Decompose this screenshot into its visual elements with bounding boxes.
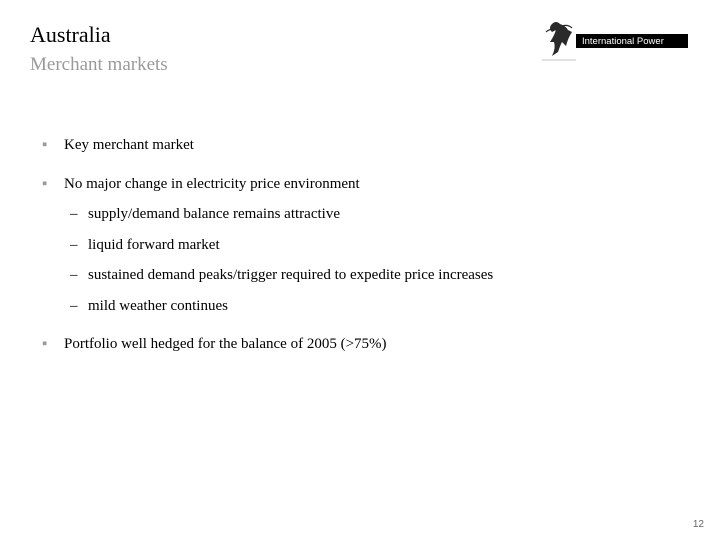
bullet-text: Portfolio well hedged for the balance of… bbox=[64, 336, 387, 352]
sub-bullet-item: supply/demand balance remains attractive bbox=[64, 203, 690, 226]
sub-bullet-text: sustained demand peaks/trigger required … bbox=[88, 267, 493, 283]
sub-bullet-item: mild weather continues bbox=[64, 295, 690, 318]
bullet-text: Key merchant market bbox=[64, 137, 194, 153]
slide: International Power Australia Merchant m… bbox=[0, 0, 720, 540]
logo-text: International Power bbox=[582, 36, 664, 47]
bullet-item: Key merchant market bbox=[42, 134, 690, 157]
bullet-text: No major change in electricity price env… bbox=[64, 176, 360, 192]
bullet-item: Portfolio well hedged for the balance of… bbox=[42, 333, 690, 356]
sub-bullet-item: liquid forward market bbox=[64, 234, 690, 257]
sub-bullet-list: supply/demand balance remains attractive… bbox=[64, 203, 690, 317]
sub-bullet-text: liquid forward market bbox=[88, 237, 220, 253]
bullet-list: Key merchant market No major change in e… bbox=[42, 134, 690, 356]
company-logo: International Power bbox=[542, 18, 692, 66]
sub-bullet-text: supply/demand balance remains attractive bbox=[88, 206, 340, 222]
page-number: 12 bbox=[693, 519, 704, 530]
sub-bullet-item: sustained demand peaks/trigger required … bbox=[64, 264, 690, 287]
slide-content: Key merchant market No major change in e… bbox=[30, 134, 690, 356]
sub-bullet-text: mild weather continues bbox=[88, 298, 228, 314]
bullet-item: No major change in electricity price env… bbox=[42, 173, 690, 318]
